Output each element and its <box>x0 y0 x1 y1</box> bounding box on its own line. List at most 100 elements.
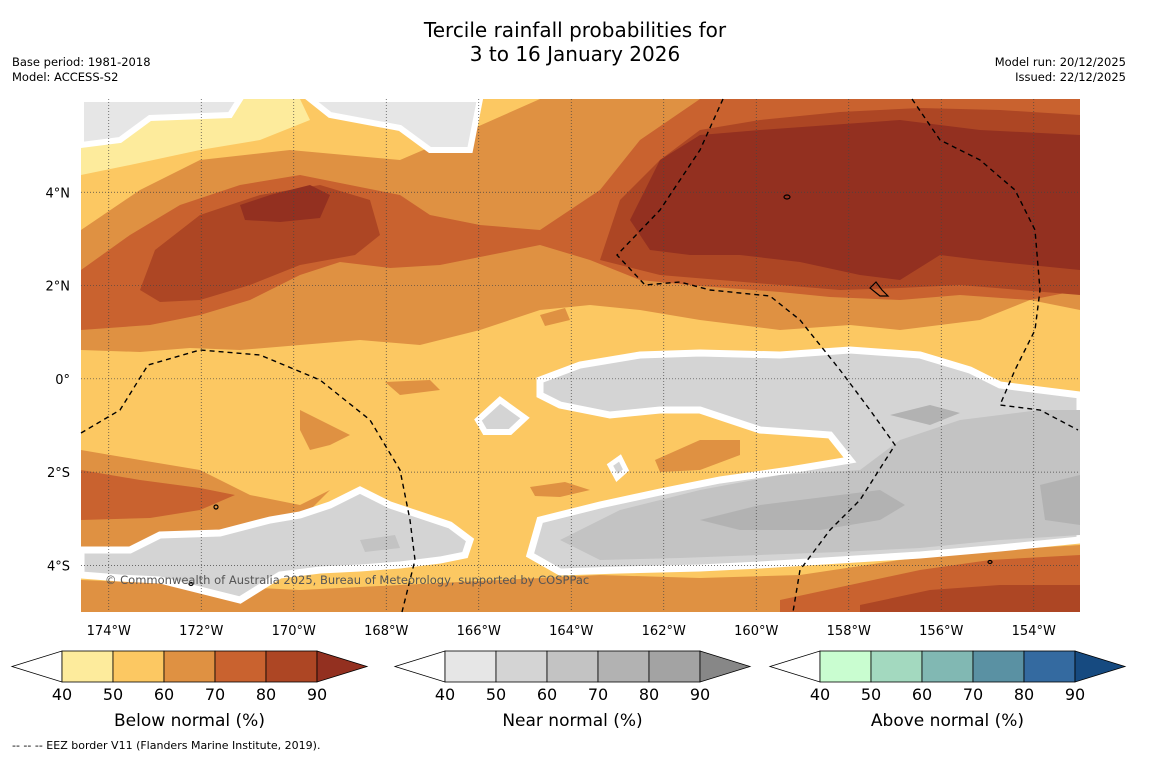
colorbar: 40 50 60 70 80 90 Above normal (%) <box>768 650 1127 731</box>
page-title: Tercile rainfall probabilities for 3 to … <box>0 18 1150 66</box>
colorbar-tick: 80 <box>639 685 659 704</box>
colorbar-extend-low <box>768 650 821 683</box>
eez-border-northeast <box>911 98 1079 431</box>
lon-label: 154°W <box>1012 624 1056 639</box>
colorbar-segment <box>921 650 974 683</box>
zone-near-southwest <box>81 486 475 604</box>
colorbar-segment <box>1023 650 1076 683</box>
zone-below-70-blob-a <box>655 440 740 472</box>
lon-label: 174°W <box>87 624 131 639</box>
title-line-2: 3 to 16 January 2026 <box>469 42 681 66</box>
base-period: Base period: 1981-2018 <box>12 55 151 69</box>
lon-label: 164°W <box>549 624 593 639</box>
title-line-1: Tercile rainfall probabilities for <box>423 18 727 42</box>
zone-near-topleft <box>81 99 244 149</box>
colorbar-segment <box>648 650 701 683</box>
zone-near-east-80 <box>1040 475 1080 525</box>
meta-left: Base period: 1981-2018 Model: ACCESS-S2 <box>12 55 151 85</box>
meta-right: Model run: 20/12/2025 Issued: 22/12/2025 <box>995 55 1126 85</box>
colorbar-extend-high <box>316 650 369 683</box>
zone-below-80-southwest <box>81 470 235 520</box>
model-run: Model run: 20/12/2025 <box>994 55 1126 69</box>
colorbar-segment <box>819 650 872 683</box>
zone-below-70-blob-b <box>300 410 350 450</box>
zone-below-90-southeast <box>860 585 1080 612</box>
colorbar-extend-low <box>393 650 446 683</box>
lon-label: 160°W <box>734 624 778 639</box>
colorbar-segment <box>163 650 216 683</box>
island-e <box>987 559 993 565</box>
zone-near-east-small <box>890 405 960 425</box>
colorbar-tick: 90 <box>1065 685 1085 704</box>
colorbar-label: Near normal (%) <box>502 711 642 731</box>
island-d <box>188 581 194 587</box>
zone-near-southwest-70 <box>360 535 400 552</box>
colorbar-segment <box>265 650 318 683</box>
eez-border-north <box>616 98 896 613</box>
lon-label: 172°W <box>179 624 223 639</box>
colorbar-segment <box>214 650 267 683</box>
zone-near-central-80 <box>700 490 905 530</box>
zone-near-central-70 <box>560 410 1080 560</box>
colorbar-tick: 60 <box>537 685 557 704</box>
island-a <box>783 194 791 200</box>
colorbar-tick: 40 <box>435 685 455 704</box>
colorbar-segment <box>444 650 497 683</box>
lon-label: 168°W <box>364 624 408 639</box>
colorbar-tick: 50 <box>486 685 506 704</box>
colorbar-tick: 70 <box>588 685 608 704</box>
colorbar-segment <box>870 650 923 683</box>
colorbar-tick: 90 <box>690 685 710 704</box>
colorbar-tick: 50 <box>103 685 123 704</box>
colorbar: 40 50 60 70 80 90 Below normal (%) <box>10 650 369 731</box>
lon-label: 156°W <box>919 624 963 639</box>
latitude-labels: 4°N 2°N 0° 2°S 4°S <box>46 186 71 574</box>
eez-borders <box>80 98 1079 613</box>
islands <box>188 194 993 587</box>
zone-near-small-island <box>474 396 530 435</box>
colorbar-tick: 80 <box>1014 685 1034 704</box>
colorbar-tick: 70 <box>963 685 983 704</box>
colorbar-segment <box>597 650 650 683</box>
colorbar-tick: 50 <box>861 685 881 704</box>
colorbar-tick: 90 <box>307 685 327 704</box>
footer-note: -- -- -- EEZ border V11 (Flanders Marine… <box>12 739 321 752</box>
colorbar-tick: 40 <box>810 685 830 704</box>
colorbar-label: Below normal (%) <box>114 711 265 731</box>
zone-below-70-blob-c <box>385 380 440 395</box>
lat-label: 2°N <box>46 280 71 295</box>
lat-label: 0° <box>55 373 70 388</box>
colorbar-segment <box>495 650 548 683</box>
zone-below-max-northwest <box>240 185 330 222</box>
zone-below-70-blob-e <box>540 308 570 326</box>
island-b <box>869 281 890 297</box>
colorbar: 40 50 60 70 80 90 Near normal (%) <box>393 650 752 731</box>
colorbars: 40 50 60 70 80 90 Below normal (%) 40 50 60 70 80 90… <box>10 650 1127 731</box>
colorbar-extend-high <box>699 650 752 683</box>
issued-date: Issued: 22/12/2025 <box>1015 70 1126 84</box>
colorbar-tick: 40 <box>52 685 72 704</box>
colorbar-tick: 60 <box>154 685 174 704</box>
colorbar-tick: 70 <box>205 685 225 704</box>
model-name: Model: ACCESS-S2 <box>12 70 119 84</box>
longitude-labels: 174°W 172°W 170°W 168°W 166°W 164°W 162°W 160°W… <box>87 624 1056 639</box>
lat-label: 4°S <box>47 559 70 574</box>
colorbar-extend-low <box>10 650 63 683</box>
colorbar-extend-high <box>1074 650 1127 683</box>
colorbar-segment <box>112 650 165 683</box>
lon-label: 162°W <box>642 624 686 639</box>
lat-label: 2°S <box>47 466 70 481</box>
copyright-notice: © Commonwealth of Australia 2025, Bureau… <box>105 573 589 587</box>
lon-label: 158°W <box>827 624 871 639</box>
lon-label: 170°W <box>272 624 316 639</box>
colorbar-segment <box>972 650 1025 683</box>
lon-label: 166°W <box>457 624 501 639</box>
zone-below-70-blob-d <box>530 482 590 497</box>
lat-label: 4°N <box>46 186 71 201</box>
colorbar-segment <box>546 650 599 683</box>
island-c <box>213 504 219 510</box>
zone-near-tiny <box>606 454 630 482</box>
colorbar-label: Above normal (%) <box>871 711 1024 731</box>
zone-below-max-northeast <box>630 120 1080 280</box>
